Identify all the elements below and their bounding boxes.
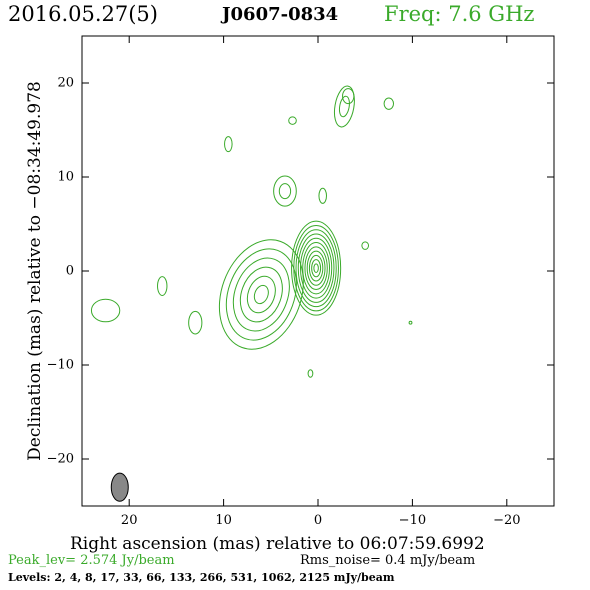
component-contour <box>225 248 297 341</box>
x-tick-label: 10 <box>215 513 232 528</box>
y-tick-label: −10 <box>47 358 74 373</box>
contour-levels: Levels: 2, 4, 8, 17, 33, 66, 133, 266, 5… <box>8 571 395 584</box>
y-tick-label: −20 <box>47 452 74 467</box>
rms-noise: Rms_noise= 0.4 mJy/beam <box>300 553 476 568</box>
component-contour <box>218 239 304 350</box>
component-contour <box>90 298 121 323</box>
peak-level: Peak_lev= 2.574 Jy/beam <box>8 553 175 568</box>
core-contour <box>295 229 337 308</box>
core-contour <box>302 242 330 295</box>
axis-ticks: 20 10 0 −10 −20 20 10 0 −10 −20 <box>47 36 554 528</box>
core-contour <box>313 263 319 273</box>
beam <box>110 472 129 502</box>
component-contour <box>246 275 276 314</box>
component-contour <box>342 88 355 105</box>
component-contour <box>273 175 297 207</box>
component-contour <box>383 97 395 110</box>
x-tick-label: −20 <box>493 513 520 528</box>
component-contour <box>338 95 350 118</box>
core-contour <box>291 220 342 316</box>
core-contour <box>304 246 328 291</box>
core-contour <box>308 254 324 282</box>
source-name: J0607-0834 <box>222 4 339 25</box>
component-contour <box>232 257 290 332</box>
component-contour <box>239 266 283 323</box>
component-contour <box>253 284 269 305</box>
component-contour <box>333 85 355 128</box>
component-contour <box>361 241 370 250</box>
x-tick-label: 0 <box>314 513 322 528</box>
observation-date: 2016.05.27(5) <box>8 2 158 26</box>
y-axis-label: Declination (mas) relative to −08:34:49.… <box>25 81 45 461</box>
y-tick-label: 20 <box>57 76 74 91</box>
core-contour <box>297 233 335 303</box>
core-contour <box>306 250 326 286</box>
y-tick-label: 10 <box>57 170 74 185</box>
core-contour <box>299 237 333 299</box>
component-contour <box>278 183 292 200</box>
component-contour <box>408 320 413 325</box>
x-tick-label: −10 <box>399 513 426 528</box>
x-tick-label: 20 <box>121 513 138 528</box>
contours <box>90 85 413 378</box>
component-contour <box>288 116 297 125</box>
x-axis-label: Right ascension (mas) relative to 06:07:… <box>70 534 485 554</box>
frequency-label: Freq: 7.6 GHz <box>384 2 535 26</box>
core-contour <box>311 259 322 278</box>
component-contour <box>318 187 327 204</box>
y-tick-label: 0 <box>66 264 74 279</box>
component-contour <box>224 136 233 153</box>
component-contour <box>307 369 314 378</box>
component-contour <box>157 276 168 296</box>
component-contour <box>188 310 203 335</box>
beam-ellipse <box>110 472 129 502</box>
